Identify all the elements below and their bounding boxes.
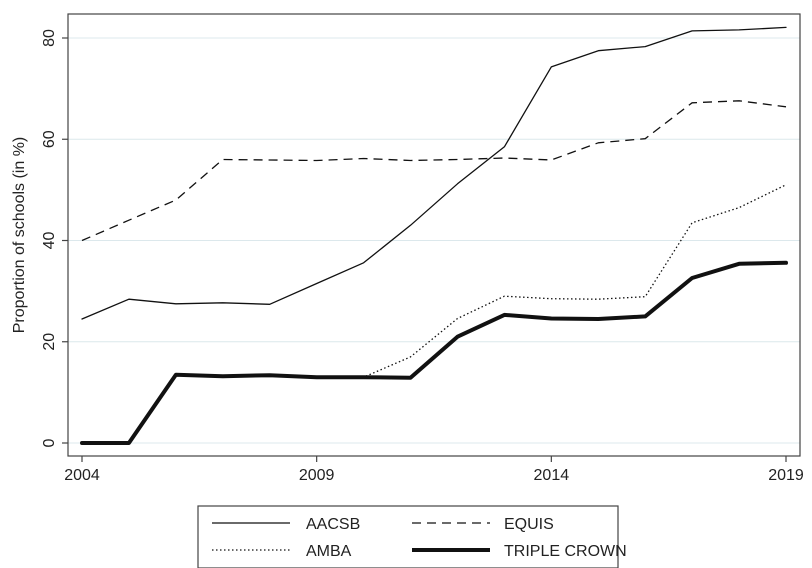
y-tick-label-80: 80 bbox=[41, 29, 58, 47]
ticks: 0 20 40 60 80 2004 2009 2014 2019 bbox=[41, 29, 804, 484]
gridlines bbox=[68, 37, 800, 444]
y-tick-label-60: 60 bbox=[41, 130, 58, 148]
x-tick-label-2009: 2009 bbox=[299, 467, 335, 484]
axes bbox=[67, 13, 801, 457]
legend-label-equis: EQUIS bbox=[504, 516, 554, 533]
x-tick-label-2004: 2004 bbox=[64, 467, 100, 484]
series-line-equis bbox=[81, 100, 787, 242]
series-line-triple-crown bbox=[80, 260, 788, 445]
legend: AACSB EQUIS AMBA TRIPLE CROWN bbox=[197, 505, 627, 568]
y-axis-title: Proportion of schools (in %) bbox=[11, 137, 28, 334]
legend-label-aacsb: AACSB bbox=[306, 516, 360, 533]
legend-label-amba: AMBA bbox=[306, 543, 352, 560]
y-tick-label-0: 0 bbox=[41, 438, 58, 447]
series-line-aacsb bbox=[81, 26, 787, 320]
series-lines bbox=[80, 26, 788, 445]
legend-label-triple-crown: TRIPLE CROWN bbox=[504, 543, 627, 560]
legend-frame bbox=[197, 505, 619, 568]
y-tick-label-40: 40 bbox=[41, 232, 58, 250]
x-tick-label-2014: 2014 bbox=[534, 467, 570, 484]
series-line-amba bbox=[82, 184, 787, 444]
plot-frame bbox=[67, 13, 801, 457]
x-tick-label-2019: 2019 bbox=[768, 467, 804, 484]
y-tick-label-20: 20 bbox=[41, 333, 58, 351]
